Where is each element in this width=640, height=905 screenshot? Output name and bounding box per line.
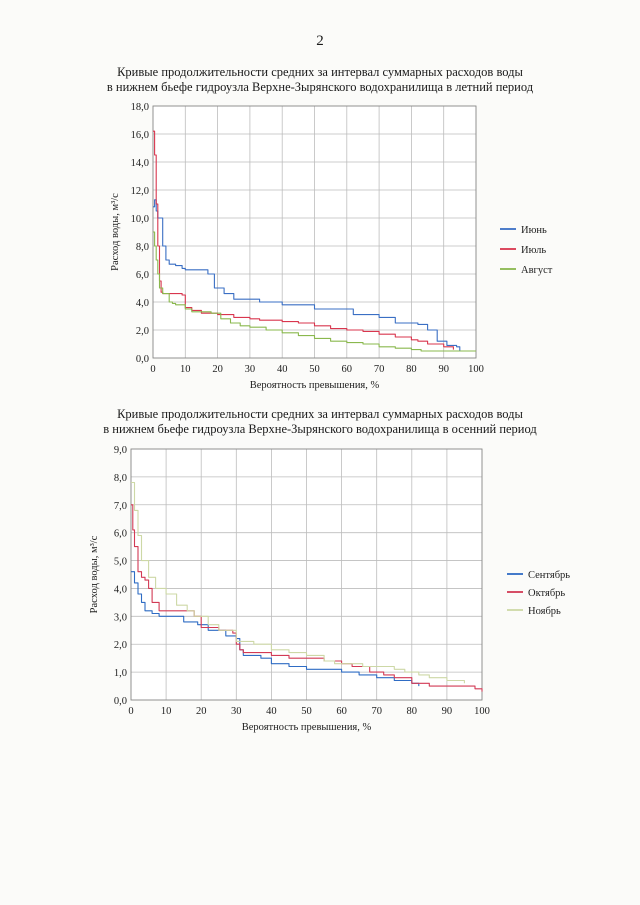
x-tick-label: 80 [406, 364, 417, 375]
y-tick-label: 6,0 [136, 270, 149, 281]
chart-title: Кривые продолжительности средних за инте… [117, 65, 523, 79]
series-line-autumn-2 [131, 504, 483, 692]
y-tick-label: 10,0 [131, 214, 149, 225]
legend-label: Июнь [521, 225, 547, 236]
x-tick-label: 70 [374, 364, 385, 375]
y-tick-label: 0,0 [136, 354, 149, 365]
series-line-summer-2 [153, 130, 454, 350]
y-tick-label: 0,0 [114, 696, 127, 707]
x-tick-label: 70 [371, 706, 382, 717]
legend-label: Ноябрь [528, 606, 561, 617]
x-tick-label: 20 [196, 706, 207, 717]
summer-duration-chart: Кривые продолжительности средних за инте… [107, 65, 553, 391]
x-tick-label: 10 [161, 706, 172, 717]
y-tick-label: 12,0 [131, 186, 149, 197]
x-tick-label: 100 [468, 364, 484, 375]
x-axis-label: Вероятность превышения, % [242, 722, 372, 733]
x-axis-label: Вероятность превышения, % [250, 380, 380, 391]
x-tick-label: 0 [128, 706, 133, 717]
chart-title: Кривые продолжительности средних за инте… [117, 407, 523, 421]
y-tick-label: 16,0 [131, 130, 149, 141]
x-tick-label: 90 [438, 364, 449, 375]
y-tick-label: 2,0 [114, 640, 127, 651]
autumn-duration-chart: Кривые продолжительности средних за инте… [89, 407, 570, 733]
chart-subtitle: в нижнем бьефе гидроузла Верхне-Зырянско… [107, 80, 534, 94]
x-tick-label: 90 [442, 706, 453, 717]
x-tick-label: 40 [266, 706, 277, 717]
y-tick-label: 7,0 [114, 501, 127, 512]
x-tick-label: 0 [150, 364, 155, 375]
legend-label: Июль [521, 245, 546, 256]
x-tick-label: 30 [231, 706, 242, 717]
page-number: 2 [316, 33, 324, 49]
y-axis-label: Расход воды, м³/с [110, 193, 121, 271]
y-tick-label: 14,0 [131, 158, 149, 169]
x-tick-label: 30 [245, 364, 256, 375]
y-tick-label: 3,0 [114, 612, 127, 623]
y-tick-label: 8,0 [114, 473, 127, 484]
y-tick-label: 5,0 [114, 557, 127, 568]
x-tick-label: 20 [212, 364, 223, 375]
plot-frame [130, 448, 483, 701]
x-tick-label: 50 [301, 706, 312, 717]
x-tick-label: 50 [309, 364, 320, 375]
series-line-autumn-3 [131, 481, 465, 684]
y-tick-label: 4,0 [114, 584, 127, 595]
y-tick-label: 1,0 [114, 668, 127, 679]
y-tick-label: 18,0 [131, 102, 149, 113]
y-tick-label: 8,0 [136, 242, 149, 253]
y-tick-label: 2,0 [136, 326, 149, 337]
chart-subtitle: в нижнем бьефе гидроузла Верхне-Зырянско… [103, 422, 537, 436]
x-tick-label: 60 [342, 364, 353, 375]
y-tick-label: 4,0 [136, 298, 149, 309]
y-tick-label: 6,0 [114, 529, 127, 540]
series-line-summer-1 [153, 199, 461, 351]
legend-label: Сентябрь [528, 570, 570, 581]
y-axis-label: Расход воды, м³/с [89, 535, 100, 613]
x-tick-label: 10 [180, 364, 191, 375]
x-tick-label: 80 [407, 706, 418, 717]
series-line-summer-3 [153, 231, 476, 352]
y-tick-label: 9,0 [114, 445, 127, 456]
legend-label: Август [521, 265, 553, 276]
x-tick-label: 40 [277, 364, 288, 375]
x-tick-label: 100 [474, 706, 490, 717]
x-tick-label: 60 [336, 706, 347, 717]
legend-label: Октябрь [528, 588, 565, 599]
series-line-autumn-1 [131, 571, 420, 687]
